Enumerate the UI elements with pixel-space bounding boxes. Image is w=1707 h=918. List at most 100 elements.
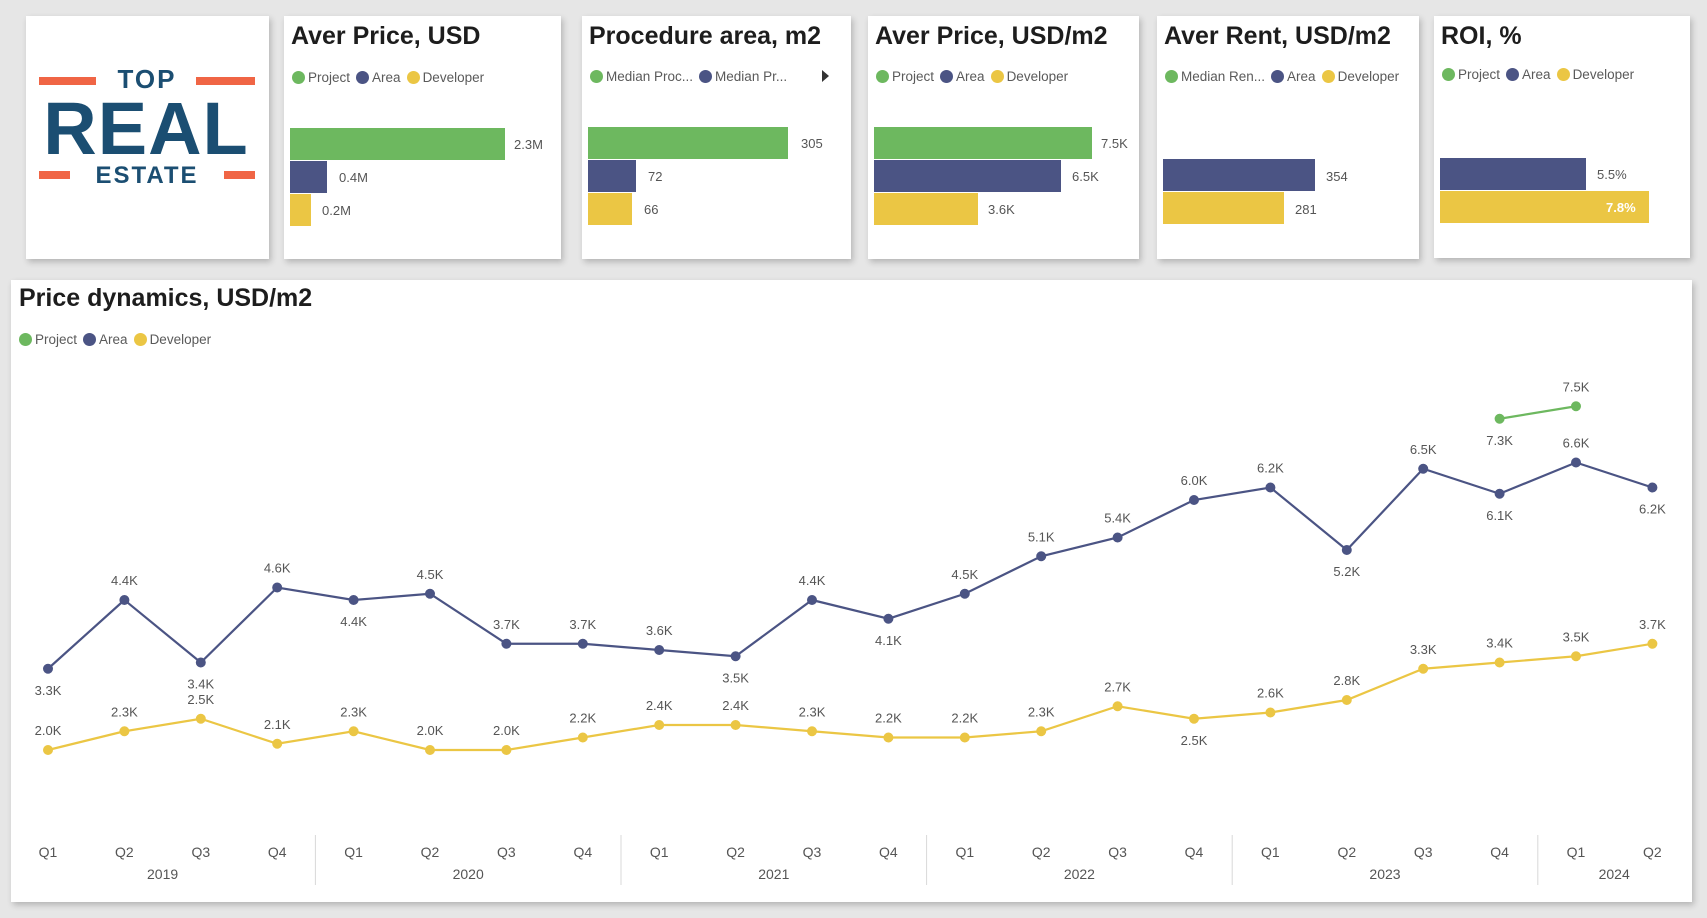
series-area[interactable]: 3.3K 4.4K 3.4K 4.6K 4.4K 4.5K 3.7K 3.7K 3.6K 3.5K…: [35, 436, 1666, 698]
data-point[interactable]: [272, 738, 283, 749]
legend-dot: [699, 70, 713, 83]
legend-item-median-rent[interactable]: Median Ren...: [1165, 69, 1265, 84]
bar-area[interactable]: [874, 160, 1061, 192]
legend-dot: [990, 70, 1004, 83]
data-point[interactable]: [577, 638, 588, 649]
legend-dot: [83, 333, 97, 346]
procedure-area-card[interactable]: Procedure area, m2 Median Proc... Median…: [582, 16, 851, 259]
data-point[interactable]: [1494, 413, 1505, 424]
data-point[interactable]: [654, 720, 665, 730]
data-point[interactable]: [1418, 463, 1429, 474]
legend: Median Ren... Area Developer: [1165, 69, 1405, 84]
legend-next-arrow-icon[interactable]: [822, 70, 829, 82]
data-point[interactable]: [1265, 482, 1276, 493]
data-point[interactable]: [959, 588, 970, 599]
data-label: 3.7K: [1639, 617, 1666, 632]
bar-project[interactable]: [874, 127, 1092, 159]
data-point[interactable]: [501, 638, 512, 649]
legend-item-developer[interactable]: Developer: [990, 69, 1068, 84]
legend-item-developer[interactable]: Developer: [1321, 69, 1399, 84]
data-point[interactable]: [730, 651, 741, 662]
data-point[interactable]: [1647, 638, 1658, 649]
data-point[interactable]: [1036, 551, 1047, 562]
data-point[interactable]: [1494, 488, 1505, 499]
data-point[interactable]: [195, 657, 206, 668]
data-point[interactable]: [807, 595, 817, 605]
data-point[interactable]: [807, 726, 817, 737]
price-dynamics-chart[interactable]: 2019 2020 2021 2022 2023 2024 Q1 Q2 Q3 Q4 Q1 Q2 Q3 Q4…: [11, 280, 1692, 902]
bar-developer[interactable]: [290, 194, 311, 226]
data-label: 6.6K: [1563, 436, 1590, 451]
legend-item-project[interactable]: Project: [876, 69, 934, 84]
legend-item-area[interactable]: Area: [1506, 67, 1551, 82]
legend-item-area[interactable]: Area: [1271, 69, 1316, 84]
data-point[interactable]: [1112, 701, 1123, 712]
aver-price-usd-card[interactable]: Aver Price, USD Project Area Developer 2…: [284, 16, 561, 259]
data-point[interactable]: [348, 726, 359, 737]
quarter-tick-label: Q4: [268, 844, 287, 860]
legend-item-median-proc[interactable]: Median Proc...: [590, 69, 693, 84]
data-point[interactable]: [959, 732, 970, 743]
bar-area[interactable]: [290, 161, 327, 193]
data-point[interactable]: [1265, 707, 1276, 718]
data-point[interactable]: [119, 595, 130, 605]
data-point[interactable]: [654, 645, 665, 655]
bar-developer[interactable]: [874, 193, 978, 225]
data-point[interactable]: [1571, 457, 1581, 468]
legend-item-project[interactable]: Project: [292, 70, 350, 85]
data-point[interactable]: [43, 663, 53, 674]
series-project[interactable]: 7.3K 7.5K: [1486, 379, 1589, 448]
data-point[interactable]: [1647, 482, 1658, 493]
bar-developer[interactable]: [588, 193, 632, 225]
data-point[interactable]: [1341, 695, 1352, 705]
data-point[interactable]: [1571, 651, 1581, 662]
data-point[interactable]: [119, 726, 130, 737]
data-point[interactable]: [195, 713, 206, 724]
bar-developer[interactable]: [1163, 192, 1284, 224]
legend-item-project[interactable]: Project: [19, 332, 77, 347]
legend-item-developer[interactable]: Developer: [406, 70, 484, 85]
data-point[interactable]: [425, 588, 435, 599]
bar-project[interactable]: [290, 128, 505, 160]
data-label: 4.1K: [875, 633, 902, 648]
data-point[interactable]: [1571, 401, 1581, 412]
data-point[interactable]: [883, 732, 894, 743]
legend-item-developer[interactable]: Developer: [1556, 67, 1634, 82]
data-point[interactable]: [730, 720, 741, 730]
quarter-tick-label: Q4: [573, 844, 592, 860]
data-point[interactable]: [1036, 726, 1047, 737]
data-point[interactable]: [1494, 657, 1505, 668]
legend-item-developer[interactable]: Developer: [133, 332, 211, 347]
bar-area[interactable]: [588, 160, 636, 192]
price-dynamics-card[interactable]: Price dynamics, USD/m2 Project Area Deve…: [11, 280, 1692, 902]
bar-label: 7.5K: [1101, 136, 1128, 151]
data-point[interactable]: [1189, 495, 1199, 505]
bar-area[interactable]: [1163, 159, 1315, 191]
quarter-tick-label: Q3: [1108, 844, 1127, 860]
bar-area[interactable]: [1440, 158, 1586, 190]
data-point[interactable]: [577, 732, 588, 743]
data-point[interactable]: [272, 582, 283, 593]
aver-price-usd-m2-card[interactable]: Aver Price, USD/m2 Project Area Develope…: [868, 16, 1139, 259]
series-developer[interactable]: 2.0K 2.3K 2.5K 2.1K 2.3K 2.0K 2.0K 2.2K 2.4K 2.4K…: [35, 617, 1666, 755]
roi-card[interactable]: ROI, % Project Area Developer 5.5% 7.8%: [1434, 16, 1690, 258]
legend-item-project[interactable]: Project: [1442, 67, 1500, 82]
data-point[interactable]: [43, 745, 53, 755]
data-label: 2.2K: [951, 711, 978, 726]
data-point[interactable]: [501, 745, 512, 755]
data-point[interactable]: [348, 595, 359, 605]
bar-developer[interactable]: [1440, 191, 1649, 223]
data-point[interactable]: [1341, 545, 1352, 555]
data-point[interactable]: [1418, 663, 1429, 674]
legend-item-area[interactable]: Area: [83, 332, 128, 347]
legend-item-area[interactable]: Area: [940, 69, 985, 84]
data-point[interactable]: [1189, 713, 1199, 724]
legend-item-area[interactable]: Area: [356, 70, 401, 85]
legend-item-median-pr[interactable]: Median Pr...: [699, 69, 787, 84]
aver-rent-card[interactable]: Aver Rent, USD/m2 Median Ren... Area Dev…: [1157, 16, 1419, 259]
data-label: 4.6K: [264, 561, 291, 576]
data-point[interactable]: [1112, 532, 1123, 543]
data-point[interactable]: [425, 745, 435, 755]
data-point[interactable]: [883, 613, 894, 624]
bar-project[interactable]: [588, 127, 788, 159]
